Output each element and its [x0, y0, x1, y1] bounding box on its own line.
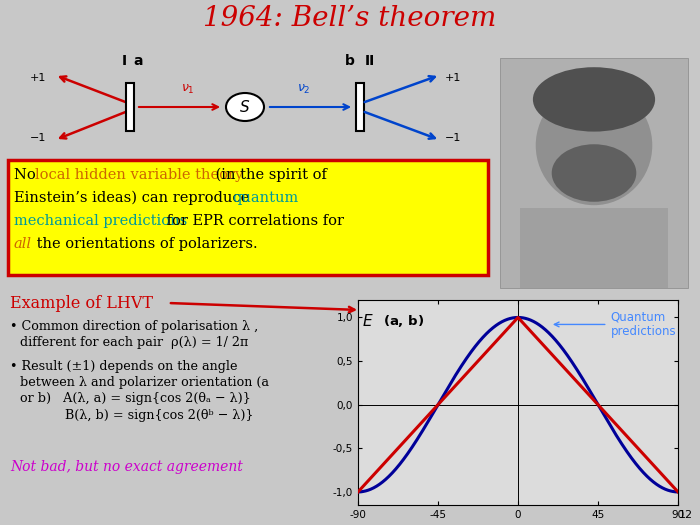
Text: quantum: quantum — [232, 191, 298, 205]
Text: No: No — [14, 168, 41, 182]
Ellipse shape — [226, 93, 264, 121]
Bar — [520, 207, 668, 288]
Text: 12: 12 — [679, 510, 693, 520]
Ellipse shape — [536, 86, 652, 205]
Text: $\nu_2$: $\nu_2$ — [298, 83, 311, 96]
Text: −1: −1 — [30, 133, 46, 143]
Text: or b)   A(λ, a) = sign{cos 2(θₐ − λ)}: or b) A(λ, a) = sign{cos 2(θₐ − λ)} — [20, 392, 251, 405]
Text: +1: +1 — [30, 73, 46, 83]
Text: $\nu_1$: $\nu_1$ — [181, 83, 195, 96]
Text: for EPR correlations for: for EPR correlations for — [162, 214, 344, 228]
Text: $E$: $E$ — [362, 313, 373, 329]
Text: I: I — [121, 54, 127, 68]
Text: $\mathbf{(a,\,b)}$: $\mathbf{(a,\,b)}$ — [383, 313, 424, 329]
Polygon shape — [356, 83, 364, 131]
Text: all: all — [14, 237, 32, 251]
Text: • Common direction of polarisation λ ,: • Common direction of polarisation λ , — [10, 320, 258, 333]
Text: different for each pair  ρ(λ) = 1/ 2π: different for each pair ρ(λ) = 1/ 2π — [20, 336, 248, 349]
Text: S: S — [240, 100, 250, 114]
Text: II: II — [365, 54, 375, 68]
Polygon shape — [126, 83, 134, 131]
Text: Example of LHVT: Example of LHVT — [10, 295, 153, 312]
Text: a: a — [133, 54, 143, 68]
Ellipse shape — [533, 67, 655, 132]
Text: • Result (±1) depends on the angle: • Result (±1) depends on the angle — [10, 360, 237, 373]
Ellipse shape — [552, 144, 636, 202]
Text: +1: +1 — [445, 73, 461, 83]
Text: Quantum
predictions: Quantum predictions — [554, 310, 676, 339]
Text: the orientations of polarizers.: the orientations of polarizers. — [32, 237, 258, 251]
Text: between λ and polarizer orientation (a: between λ and polarizer orientation (a — [20, 376, 269, 389]
Text: −1: −1 — [445, 133, 461, 143]
Bar — [8, 160, 488, 275]
Text: B(λ, b) = sign{cos 2(θᵇ − λ)}: B(λ, b) = sign{cos 2(θᵇ − λ)} — [65, 409, 253, 422]
Text: Einstein’s ideas) can reproduce: Einstein’s ideas) can reproduce — [14, 191, 254, 205]
Text: (in the spirit of: (in the spirit of — [211, 168, 327, 182]
Text: Not bad, but no exact agreement: Not bad, but no exact agreement — [10, 460, 243, 474]
Bar — [500, 58, 688, 288]
Text: local hidden variable theory: local hidden variable theory — [35, 168, 244, 182]
Text: mechanical predictions: mechanical predictions — [14, 214, 188, 228]
Text: b: b — [345, 54, 355, 68]
Text: 1964: Bell’s theorem: 1964: Bell’s theorem — [203, 5, 497, 32]
